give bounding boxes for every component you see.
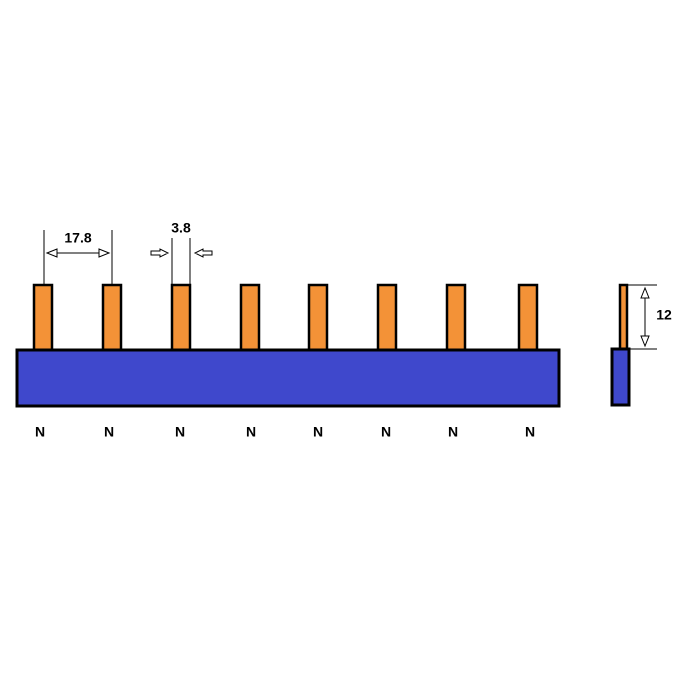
side-pin — [618, 283, 629, 351]
pin-label: N — [313, 424, 323, 440]
pitch-label: 17.8 — [64, 230, 91, 246]
arrow-head — [45, 248, 58, 258]
pin — [307, 283, 329, 352]
side-body — [610, 347, 631, 407]
pin-width-dimension: 3.8 — [150, 220, 213, 285]
pin — [32, 283, 54, 352]
pin-label: N — [35, 424, 45, 440]
pin — [517, 283, 539, 352]
pin — [445, 283, 467, 352]
pin-label: N — [246, 424, 256, 440]
busbar-body — [15, 348, 561, 408]
pin — [101, 283, 123, 352]
pin — [239, 283, 261, 352]
arrow-head — [150, 248, 170, 258]
pin-height-label: 12 — [656, 307, 672, 323]
pin-label: N — [104, 424, 114, 440]
pin-label: N — [381, 424, 391, 440]
arrow-head — [640, 286, 650, 299]
pitch-dimension: 17.8 — [43, 230, 113, 285]
arrow-head — [98, 248, 111, 258]
arrow-head — [193, 248, 213, 258]
pin-label: N — [175, 424, 185, 440]
pin — [376, 283, 398, 352]
pin-label: N — [448, 424, 458, 440]
pins — [32, 283, 539, 352]
pin-label: N — [525, 424, 535, 440]
pin — [170, 283, 192, 352]
pin-height-dimension: 12 — [627, 284, 672, 350]
arrow-head — [640, 335, 650, 348]
pin-width-label: 3.8 — [171, 220, 191, 236]
